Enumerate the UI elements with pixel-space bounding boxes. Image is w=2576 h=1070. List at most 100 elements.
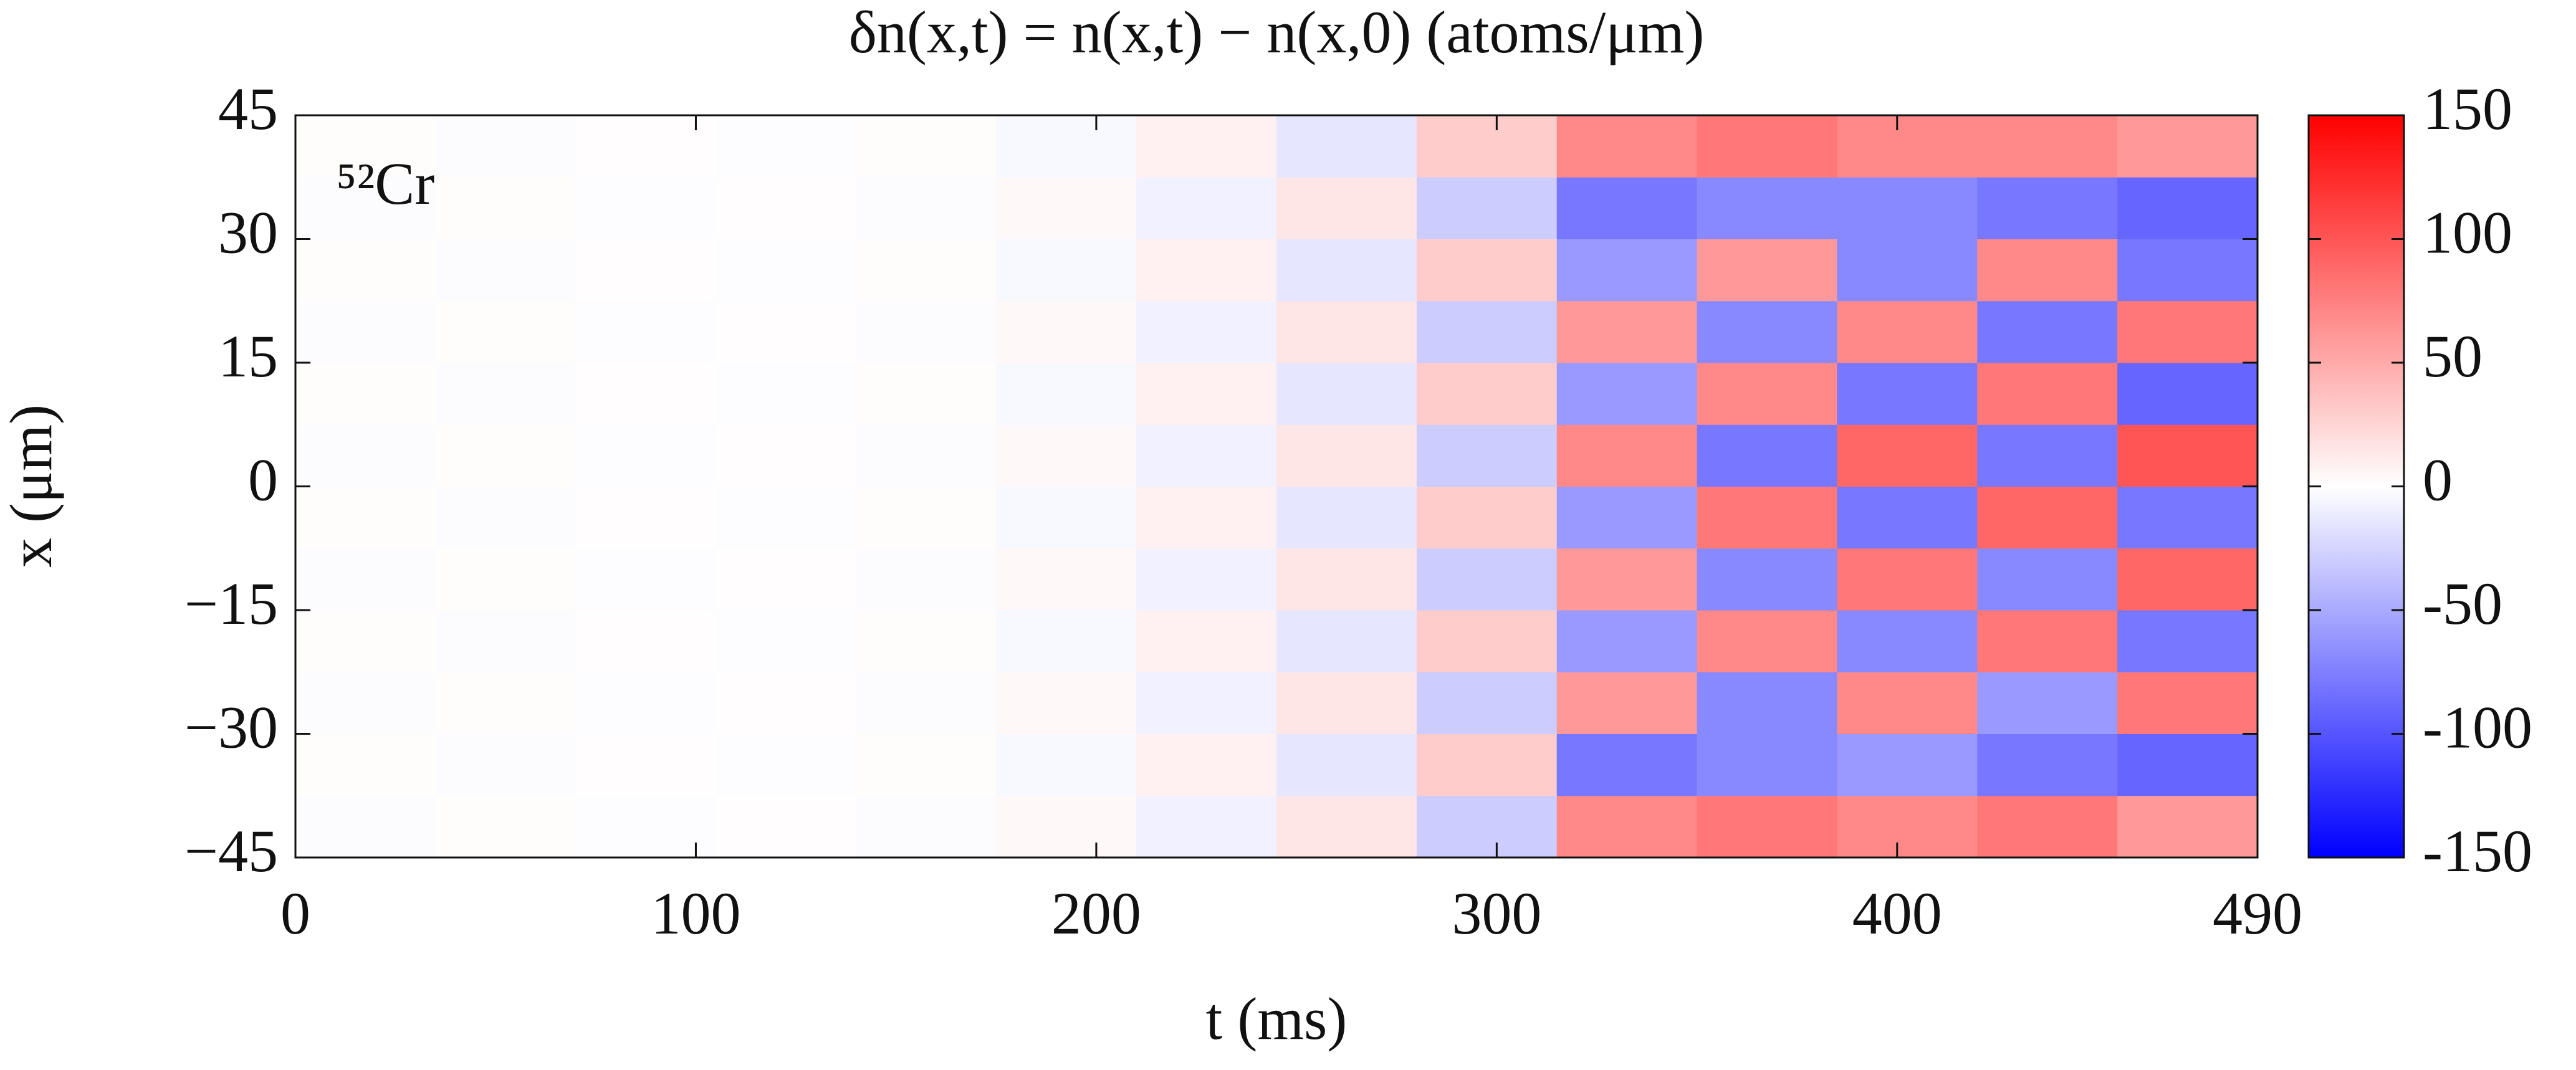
heatmap-cell (1837, 795, 1978, 858)
x-tick-label: 100 (651, 880, 740, 947)
heatmap-cell (295, 486, 436, 549)
heatmap-cell (1136, 733, 1277, 796)
heatmap-cell (996, 672, 1137, 734)
heatmap-cell (1977, 672, 2118, 734)
heatmap-cell (716, 300, 856, 363)
heatmap-cell (1697, 733, 1837, 796)
heatmap-cell (1697, 672, 1837, 734)
heatmap-cell (1697, 177, 1837, 239)
heatmap-cell (1556, 300, 1698, 363)
heatmap-cell (435, 486, 577, 549)
heatmap-cell (295, 239, 436, 302)
x-tick-label: 300 (1452, 880, 1541, 947)
heatmap-cell (2117, 177, 2258, 239)
heatmap-cell (575, 177, 717, 239)
heatmap-cell (575, 363, 717, 425)
heatmap-cell (1416, 672, 1558, 734)
heatmap-cell (996, 300, 1137, 363)
y-tick-label: −15 (184, 570, 278, 637)
heatmap-cell (1136, 300, 1277, 363)
x-tick-label: 200 (1051, 880, 1141, 947)
colorbar-tick-label: 100 (2423, 199, 2512, 266)
heatmap-cell (1837, 733, 1978, 796)
heatmap-cell (575, 300, 717, 363)
heatmap-cell (856, 548, 997, 611)
heatmap-cell (295, 610, 436, 672)
heatmap-cell (1697, 300, 1837, 363)
heatmap-cell (575, 672, 717, 734)
heatmap-cell (435, 795, 577, 858)
heatmap-cell (1977, 733, 2118, 796)
heatmap-cell (1697, 610, 1837, 672)
heatmap-cell (1556, 177, 1698, 239)
colorbar-tick-label: -50 (2423, 570, 2502, 637)
y-tick-label: 0 (248, 447, 278, 514)
heatmap-cell (1556, 424, 1698, 487)
heatmap-cell (1136, 115, 1277, 178)
heatmap-cell (1977, 548, 2118, 611)
heatmap-cell (1276, 115, 1417, 178)
heatmap-cell (435, 733, 577, 796)
heatmap-cell (1276, 177, 1417, 239)
heatmap-cell (1697, 548, 1837, 611)
heatmap-cell (575, 424, 717, 487)
heatmap-cell (856, 795, 997, 858)
heatmap-cell (1837, 115, 1978, 178)
heatmap-cell (1697, 363, 1837, 425)
heatmap-cell (2117, 424, 2258, 487)
heatmap-cell (295, 115, 436, 178)
heatmap-cell (716, 795, 856, 858)
heatmap-cell (996, 548, 1137, 611)
heatmap-cell (2117, 486, 2258, 549)
heatmap-cell (1416, 300, 1558, 363)
heatmap-cell (716, 672, 856, 734)
heatmap-cell (996, 733, 1137, 796)
heatmap-cell (435, 239, 577, 302)
heatmap-cell (1276, 486, 1417, 549)
heatmap-cell (716, 733, 856, 796)
y-tick-label: 30 (218, 199, 278, 266)
heatmap-cell (856, 115, 997, 178)
colorbar-tick-label: 0 (2423, 447, 2453, 514)
heatmap-cell (1416, 177, 1558, 239)
x-axis-label: t (ms) (1206, 985, 1348, 1052)
x-tick-label: 490 (2213, 880, 2302, 947)
heatmap-cell (575, 795, 717, 858)
heatmap-cell (1556, 548, 1698, 611)
heatmap-cell (1977, 610, 2118, 672)
heatmap-cell (996, 177, 1137, 239)
heatmap-cell (295, 548, 436, 611)
heatmap-cell (1837, 424, 1978, 487)
heatmap-cell (856, 239, 997, 302)
heatmap-cell (996, 115, 1137, 178)
annotation: ⁵²Cr (336, 150, 434, 217)
heatmap-cell (1977, 300, 2118, 363)
heatmap-cell (1276, 300, 1417, 363)
heatmap-cell (1276, 733, 1417, 796)
heatmap-cell (435, 424, 577, 487)
heatmap-cell (2117, 733, 2258, 796)
heatmap-cell (1556, 363, 1698, 425)
heatmap-cell (856, 733, 997, 796)
heatmap-cell (295, 795, 436, 858)
heatmap-cell (856, 363, 997, 425)
heatmap-cell (1136, 672, 1277, 734)
colorbar-tick-label: -150 (2423, 818, 2532, 884)
heatmap-cell (996, 610, 1137, 672)
heatmap-cell (2117, 610, 2258, 672)
heatmap-cell (1697, 795, 1837, 858)
heatmap-cell (1276, 239, 1417, 302)
heatmap-cell (1276, 795, 1417, 858)
heatmap-cell (1977, 424, 2118, 487)
heatmap-cell (435, 548, 577, 611)
heatmap-cell (1556, 486, 1698, 549)
heatmap-cell (1136, 795, 1277, 858)
heatmap-cell (1977, 363, 2118, 425)
heatmap-cell (1136, 424, 1277, 487)
colorbar-tick-label: 50 (2423, 323, 2483, 389)
heatmap-cell (1136, 239, 1277, 302)
heatmap-cell (856, 672, 997, 734)
heatmap-cell (1556, 672, 1698, 734)
heatmap-cell (1977, 239, 2118, 302)
heatmap-cell (996, 424, 1137, 487)
